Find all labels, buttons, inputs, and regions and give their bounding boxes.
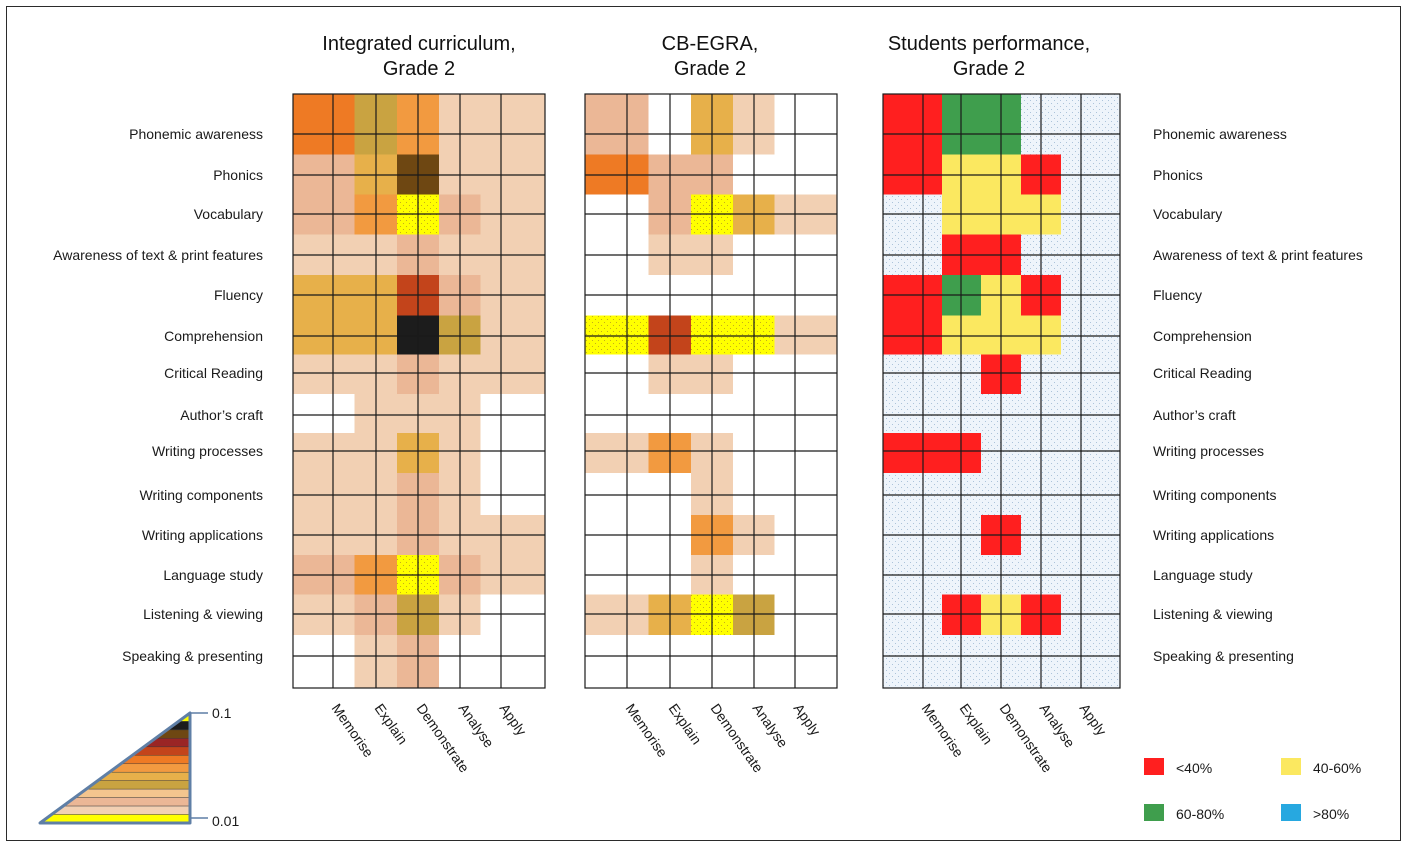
col-label-p2-apply: Apply bbox=[791, 701, 824, 739]
legend-band bbox=[85, 780, 191, 790]
row-label-right-phonics: Phonics bbox=[1153, 167, 1203, 183]
row-label-left-phonemic-awareness: Phonemic awareness bbox=[129, 126, 263, 142]
cell-p2-writing-processes-memorise bbox=[585, 433, 649, 473]
cell-p1-phonemic-awareness-memorise bbox=[293, 94, 355, 155]
legend-swatch-40-60 bbox=[1281, 758, 1301, 775]
cell-p3-comprehension-memorise bbox=[883, 315, 942, 355]
row-label-left-fluency: Fluency bbox=[214, 287, 263, 303]
row-label-right-author-s-craft: Author’s craft bbox=[1153, 407, 1236, 423]
row-label-right-speaking-presenting: Speaking & presenting bbox=[1153, 648, 1294, 664]
row-label-right-listening-viewing: Listening & viewing bbox=[1153, 606, 1273, 622]
cell-p2-comprehension-apply bbox=[774, 315, 837, 355]
row-label-left-critical-reading: Critical Reading bbox=[164, 365, 263, 381]
row-label-left-listening-viewing: Listening & viewing bbox=[143, 606, 263, 622]
cell-p2-listening-viewing-memorise bbox=[585, 594, 649, 635]
legend-band bbox=[97, 772, 191, 781]
col-label-p1-apply: Apply bbox=[497, 701, 530, 739]
cell-p1-critical-reading-memorise bbox=[293, 354, 355, 394]
col-label-p3-apply: Apply bbox=[1077, 701, 1110, 739]
legend-band bbox=[50, 805, 191, 815]
figure-frame bbox=[6, 6, 1401, 841]
panel-2-border bbox=[584, 93, 838, 689]
row-label-right-comprehension: Comprehension bbox=[1153, 328, 1252, 344]
legend-label: 40-60% bbox=[1313, 760, 1361, 776]
panel-3-border bbox=[882, 93, 1121, 689]
row-label-right-writing-applications: Writing applications bbox=[1153, 527, 1274, 543]
cell-p1-critical-reading-apply bbox=[480, 354, 545, 394]
legend-label: >80% bbox=[1313, 806, 1349, 822]
legend-band bbox=[74, 788, 191, 798]
row-label-left-author-s-craft: Author’s craft bbox=[180, 407, 263, 423]
cell-p1-listening-viewing-memorise bbox=[293, 594, 355, 635]
legend-swatch-60-80 bbox=[1144, 804, 1164, 821]
legend-label: <40% bbox=[1176, 760, 1212, 776]
cell-p3-phonemic-awareness-memorise bbox=[883, 94, 942, 155]
row-label-right-critical-reading: Critical Reading bbox=[1153, 365, 1252, 381]
cell-p1-comprehension-memorise bbox=[293, 315, 355, 355]
row-label-right-awareness-of-text-print-features: Awareness of text & print features bbox=[1153, 247, 1363, 263]
col-label-p1-explain: Explain bbox=[372, 701, 411, 748]
legend-min-label: 0.01 bbox=[212, 813, 239, 829]
row-label-left-writing-applications: Writing applications bbox=[142, 527, 263, 543]
performance-legend: <40% 40-60% 60-80% >80% bbox=[1144, 758, 1361, 822]
row-label-right-vocabulary: Vocabulary bbox=[1153, 206, 1222, 222]
legend-swatch-40 bbox=[1144, 758, 1164, 775]
panel-2-title: CB-EGRA, Grade 2 bbox=[661, 33, 759, 80]
row-label-right-writing-processes: Writing processes bbox=[1153, 443, 1264, 459]
col-label-p2-memorise: Memorise bbox=[623, 701, 671, 761]
row-label-left-writing-components: Writing components bbox=[140, 487, 263, 503]
row-label-left-awareness-of-text-print-features: Awareness of text & print features bbox=[53, 247, 263, 263]
row-label-right-phonemic-awareness: Phonemic awareness bbox=[1153, 126, 1287, 142]
cell-texture bbox=[585, 315, 649, 355]
cell-p3-writing-processes-memorise bbox=[883, 433, 942, 473]
panel-1-border bbox=[292, 93, 546, 689]
col-label-p2-explain: Explain bbox=[666, 701, 705, 748]
row-label-right-language-study: Language study bbox=[1153, 567, 1253, 583]
cell-p1-phonemic-awareness-apply bbox=[480, 94, 545, 155]
col-label-p1-analyse: Analyse bbox=[456, 701, 498, 751]
col-label-p2-analyse: Analyse bbox=[750, 701, 792, 751]
row-label-left-writing-processes: Writing processes bbox=[152, 443, 263, 459]
row-label-left-phonics: Phonics bbox=[213, 167, 263, 183]
panel-3-title: Students performance, Grade 2 bbox=[887, 33, 1091, 80]
row-label-right-writing-components: Writing components bbox=[1153, 487, 1276, 503]
row-label-left-vocabulary: Vocabulary bbox=[194, 206, 263, 222]
row-label-left-language-study: Language study bbox=[163, 567, 263, 583]
legend-triangle-outline bbox=[38, 711, 192, 825]
col-label-p3-analyse: Analyse bbox=[1037, 701, 1079, 751]
row-label-right-fluency: Fluency bbox=[1153, 287, 1202, 303]
cell-p1-comprehension-apply bbox=[480, 315, 545, 355]
legend-band bbox=[62, 797, 191, 807]
cell-p2-phonemic-awareness-memorise bbox=[585, 94, 649, 155]
legend-swatch-80 bbox=[1281, 804, 1301, 821]
legend-max-label: 0.1 bbox=[212, 705, 232, 721]
row-label-left-speaking-presenting: Speaking & presenting bbox=[122, 648, 263, 664]
density-legend: 0.1 0.01 bbox=[38, 705, 239, 829]
legend-label: 60-80% bbox=[1176, 806, 1224, 822]
axis-labels: Phonemic awareness Phonemic awareness Phon… bbox=[53, 126, 1363, 664]
cell-p1-writing-processes-memorise bbox=[293, 433, 355, 473]
col-label-p3-explain: Explain bbox=[957, 701, 996, 748]
cell-p1-writing-components-memorise bbox=[293, 473, 355, 515]
panel-1-title: Integrated curriculum, Grade 2 bbox=[322, 33, 516, 80]
col-label-p1-memorise: Memorise bbox=[329, 701, 377, 761]
row-label-left-comprehension: Comprehension bbox=[164, 328, 263, 344]
